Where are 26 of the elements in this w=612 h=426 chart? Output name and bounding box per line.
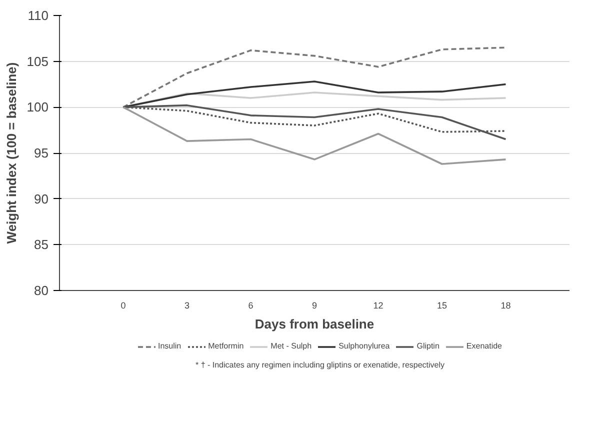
legend-label: Gliptin [416, 342, 440, 350]
x-tick-label: 12 [373, 300, 384, 310]
y-tick-label: 100 [26, 100, 49, 115]
x-tick-label: 9 [312, 300, 318, 310]
text: * † - Indicates any regimen including gliptins or exenatide, respectively [195, 360, 445, 370]
legend-label: Sulphonylurea [338, 342, 390, 350]
legend-label: Metformin [208, 342, 244, 350]
x-tick-label: 6 [248, 300, 254, 310]
line-series [122, 106, 507, 165]
y-tick-label: 105 [26, 54, 49, 69]
x-tick-label: 18 [500, 300, 511, 310]
legend-label: Exenatide [466, 342, 502, 350]
x-axis-title: Days from baseline [254, 316, 374, 332]
x-tick-label: 3 [184, 300, 190, 310]
y-tick-label: 80 [34, 283, 49, 298]
legend-label: Insulin [158, 342, 182, 350]
legend-label: Met - Sulph [270, 342, 312, 350]
x-tick-label: 15 [436, 300, 448, 310]
x-tick-label: 0 [120, 300, 126, 310]
line-series [122, 46, 507, 108]
y-tick-label: 90 [34, 191, 49, 206]
y-tick-label: 110 [28, 8, 49, 23]
y-tick-label: 85 [34, 237, 49, 252]
y-tick-label: 95 [34, 146, 49, 160]
line-series [122, 80, 507, 108]
y-axis-title: Weight index (100 = baseline) [4, 62, 19, 244]
